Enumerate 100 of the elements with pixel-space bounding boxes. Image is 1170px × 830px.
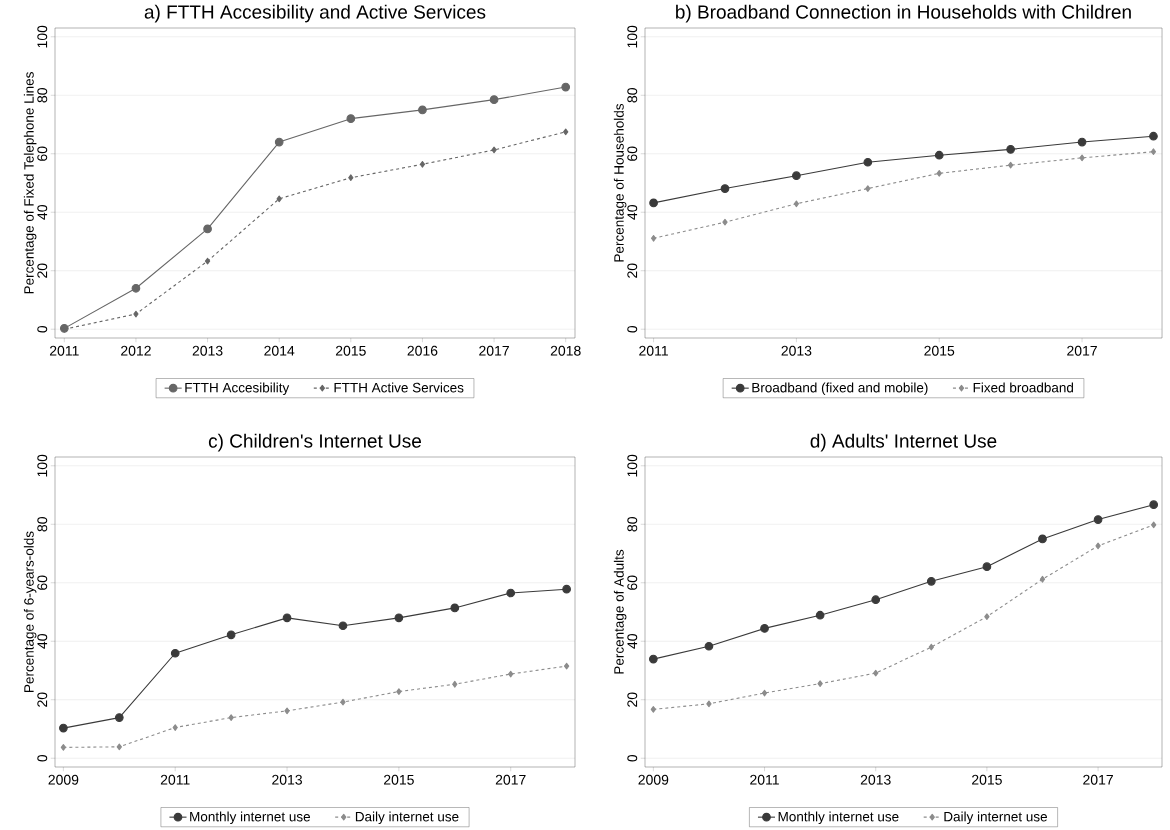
x-tick-label: 2012 [121,345,151,356]
y-tick-label: 100 [627,25,638,48]
point [1038,534,1047,544]
point [1007,161,1014,169]
point [926,576,936,586]
point [491,146,497,154]
legend-label: Daily internet use [355,811,459,825]
point [172,724,178,731]
point [650,706,656,713]
point [934,150,944,160]
x-tick-label: 2015 [384,774,414,785]
point [865,185,871,192]
point [506,588,516,598]
point [348,174,354,182]
point [936,170,942,177]
y-tick-label: 0 [627,754,638,762]
y-tick-label: 40 [627,634,638,649]
point [59,723,68,733]
point [1151,521,1157,529]
point [1077,137,1087,147]
point [418,105,427,115]
point [815,610,825,620]
point [133,310,139,318]
y-tick-label: 80 [627,517,638,532]
point [563,662,570,670]
y-tick-label: 80 [37,88,48,103]
y-tick-label: 100 [627,454,638,477]
chart-title: b) Broadband Connection in Households with Children [676,4,1131,23]
y-tick-label: 60 [627,575,638,590]
point [1149,131,1158,141]
x-tick-label: 2013 [192,345,223,356]
point [561,82,571,92]
point [228,714,234,721]
point [1093,515,1103,524]
y-axis-title: Percentage of Households [613,103,627,262]
legend-label: FTTH Accesibility [185,382,290,396]
point [873,669,879,677]
point [1079,154,1085,162]
x-tick-label: 2013 [781,345,812,356]
point [563,128,569,136]
point [226,630,236,640]
point [338,621,348,631]
x-tick-label: 2017 [495,774,526,785]
x-tick-label: 2017 [1083,774,1113,785]
point [720,184,730,193]
point [863,157,873,167]
legend-label: Monthly internet use [778,811,899,825]
point [276,195,282,203]
y-tick-label: 60 [37,146,48,161]
legend-label: Fixed broadband [973,382,1073,393]
point [116,743,122,751]
y-tick-label: 40 [627,205,638,220]
x-tick-label: 2017 [1067,345,1097,356]
y-tick-label: 40 [37,205,48,220]
x-tick-label: 2016 [407,345,438,356]
x-tick-label: 2018 [550,345,581,356]
point [340,698,346,706]
legend-label: FTTH Active Services [334,382,464,393]
x-tick-label: 2013 [272,774,302,785]
y-tick-label: 60 [37,575,48,590]
point [704,641,714,651]
point [1039,575,1046,583]
point [274,137,284,147]
point [1006,145,1015,154]
y-tick-label: 20 [37,692,48,707]
legend-label: Broadband (fixed and mobile) [752,382,928,396]
y-axis-title: Percentage of Fixed Telephone Lines [23,72,37,294]
chart-title: d) Adults' Internet Use [810,433,997,452]
legend-label: Daily internet use [944,811,1047,825]
y-tick-label: 100 [37,25,48,48]
point [1149,500,1159,510]
x-tick-label: 2015 [972,774,1002,785]
x-tick-label: 2014 [264,345,295,356]
y-tick-label: 80 [627,88,638,103]
x-tick-label: 2009 [48,774,79,785]
point [706,700,712,708]
point [649,654,658,664]
x-tick-label: 2011 [160,774,190,785]
point [204,257,211,265]
point [761,689,768,697]
point [452,680,458,688]
point [1095,542,1101,550]
x-tick-label: 2011 [49,345,79,356]
point [562,584,571,594]
point [982,562,992,572]
chart-title: a) FTTH Accesibility and Active Services [144,4,486,23]
point [419,160,426,168]
x-tick-label: 2009 [638,774,669,785]
y-axis-title: Percentage of Adults [613,549,627,674]
point [760,624,769,633]
point [984,613,990,621]
x-tick-label: 2011 [750,774,779,785]
point [203,224,212,234]
y-tick-label: 20 [37,263,48,278]
y-tick-label: 0 [627,325,638,333]
point [394,613,404,623]
legend-label: Monthly internet use [190,811,311,825]
point [928,643,934,651]
y-tick-label: 60 [627,146,638,161]
point [1150,148,1157,156]
